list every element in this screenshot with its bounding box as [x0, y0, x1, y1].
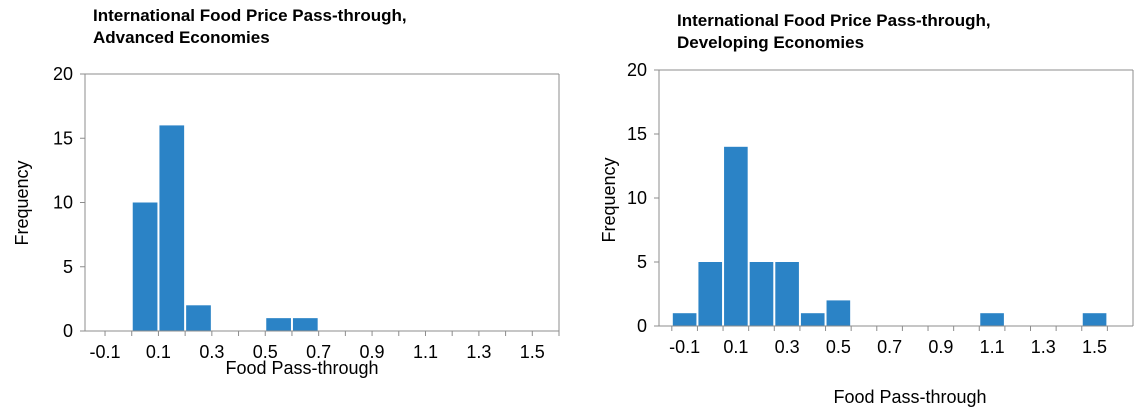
y-tick-label: 15 — [53, 128, 73, 148]
x-tick-label: 0.5 — [826, 337, 851, 357]
x-tick-label: 0.3 — [775, 337, 800, 357]
chart-title: International Food Price Pass-through, A… — [93, 5, 407, 49]
x-tick-label: 0.1 — [723, 337, 748, 357]
histogram-bar — [749, 262, 774, 326]
y-axis-title: Frequency — [599, 157, 619, 242]
x-tick-label: 1.1 — [413, 342, 438, 362]
histogram-bar — [826, 300, 851, 326]
chart-title-line-2: Advanced Economies — [93, 28, 270, 47]
x-axis-title: Food Pass-through — [833, 387, 986, 407]
x-tick-label: 1.5 — [1082, 337, 1107, 357]
histogram-bar — [775, 262, 799, 326]
x-tick-label: -0.1 — [90, 342, 121, 362]
x-tick-label: 1.3 — [1031, 337, 1056, 357]
chart-panel-developing: International Food Price Pass-through, D… — [569, 0, 1138, 411]
x-tick-label: 0.9 — [928, 337, 953, 357]
histogram-bar — [672, 313, 697, 326]
x-tick-label: 1.3 — [466, 342, 491, 362]
x-tick-label: 1.5 — [520, 342, 545, 362]
chart-panel-advanced: International Food Price Pass-through, A… — [12, 5, 560, 378]
y-tick-label: 20 — [53, 64, 73, 84]
x-axis-title: Food Pass-through — [225, 358, 378, 378]
histogram-bar — [1082, 313, 1107, 326]
x-tick-label: 0.7 — [877, 337, 902, 357]
chart-title: International Food Price Pass-through, D… — [677, 10, 991, 54]
histogram-bar — [292, 318, 318, 331]
x-tick-label: 0.1 — [146, 342, 171, 362]
y-tick-label: 5 — [63, 257, 73, 277]
histogram-bar — [980, 313, 1004, 326]
x-tick-label: -0.1 — [669, 337, 700, 357]
y-tick-label: 15 — [627, 124, 647, 144]
histogram-bar — [186, 305, 211, 331]
chart-title-line-2: Developing Economies — [677, 33, 865, 52]
y-tick-label: 0 — [637, 316, 647, 336]
histogram-bar — [266, 318, 291, 331]
histogram-bar — [724, 146, 748, 326]
histogram-bar — [698, 262, 723, 326]
histogram-bar — [132, 202, 158, 331]
x-tick-label: 0.9 — [360, 342, 385, 362]
histogram-bar — [159, 125, 185, 332]
histogram-developing: Frequency Food Pass-through 0 5 10 15 20 -0.1… — [599, 60, 1134, 407]
y-tick-label: 10 — [627, 188, 647, 208]
y-tick-label: 20 — [627, 60, 647, 80]
histogram-bar — [800, 313, 825, 326]
x-tick-label: 0.5 — [253, 342, 278, 362]
histogram-advanced: Frequency Food Pass-through 0 5 10 15 20 -0.1… — [12, 64, 560, 378]
y-tick-label: 0 — [63, 321, 73, 341]
y-axis-title: Frequency — [12, 160, 32, 245]
x-tick-label: 1.1 — [980, 337, 1005, 357]
chart-title-line-1: International Food Price Pass-through, — [677, 11, 991, 30]
y-tick-label: 10 — [53, 193, 73, 213]
x-tick-label: 0.3 — [199, 342, 224, 362]
chart-title-line-1: International Food Price Pass-through, — [93, 6, 407, 25]
x-tick-label: 0.7 — [306, 342, 331, 362]
y-tick-label: 5 — [637, 252, 647, 272]
